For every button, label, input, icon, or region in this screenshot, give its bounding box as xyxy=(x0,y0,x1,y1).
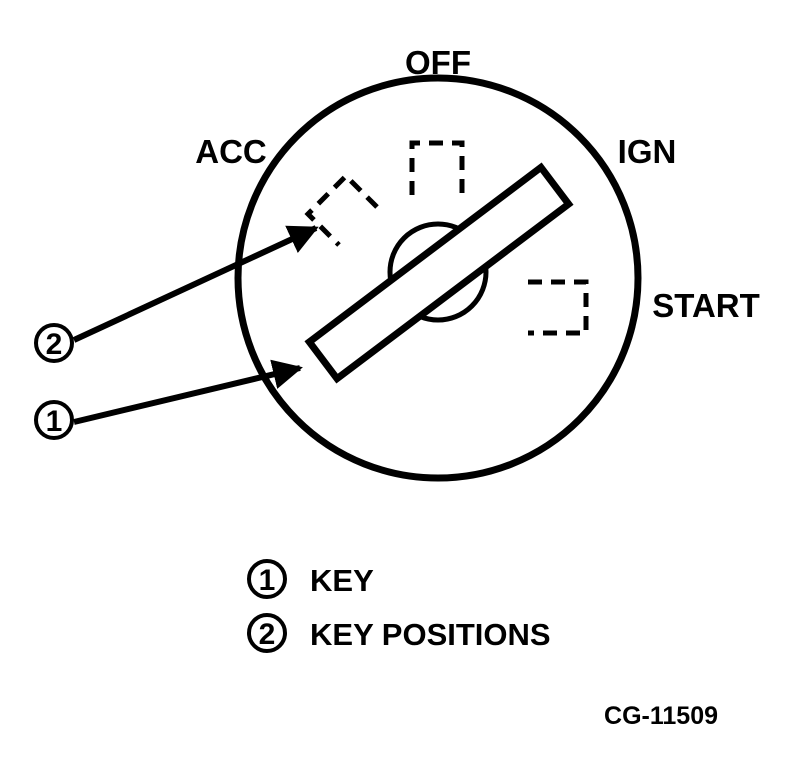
legend-circle-1 xyxy=(247,559,287,599)
callout-number-2: 2 xyxy=(46,328,63,361)
position-label-start: START xyxy=(652,287,760,324)
legend-item-key: 1 KEY xyxy=(247,559,374,599)
callout-key: 1 xyxy=(34,359,303,440)
callout-number-1: 1 xyxy=(46,405,63,438)
legend: 1 KEY 2 KEY POSITIONS xyxy=(247,559,551,653)
legend-circle-2 xyxy=(247,613,287,653)
legend-number-2: 2 xyxy=(259,618,276,651)
legend-number-1: 1 xyxy=(259,564,276,597)
position-label-acc: ACC xyxy=(195,133,267,170)
callout-arrow-2 xyxy=(72,225,319,343)
position-label-ign: IGN xyxy=(618,133,677,170)
legend-text-key-positions: KEY POSITIONS xyxy=(310,617,551,652)
legend-item-key-positions: 2 KEY POSITIONS xyxy=(247,613,551,653)
position-label-off: OFF xyxy=(405,44,471,81)
callout-circle-1 xyxy=(34,400,74,440)
key-position-off-outline xyxy=(409,140,465,195)
callout-arrow-1 xyxy=(73,359,303,425)
key-position-acc-outline xyxy=(304,172,379,247)
legend-text-key: KEY xyxy=(310,563,374,598)
figure-code: CG-11509 xyxy=(604,702,718,730)
key-rect xyxy=(304,162,574,384)
callout-key-positions: 2 xyxy=(34,225,319,363)
callout-circle-2 xyxy=(34,323,74,363)
key-position-start-outline xyxy=(528,279,589,336)
